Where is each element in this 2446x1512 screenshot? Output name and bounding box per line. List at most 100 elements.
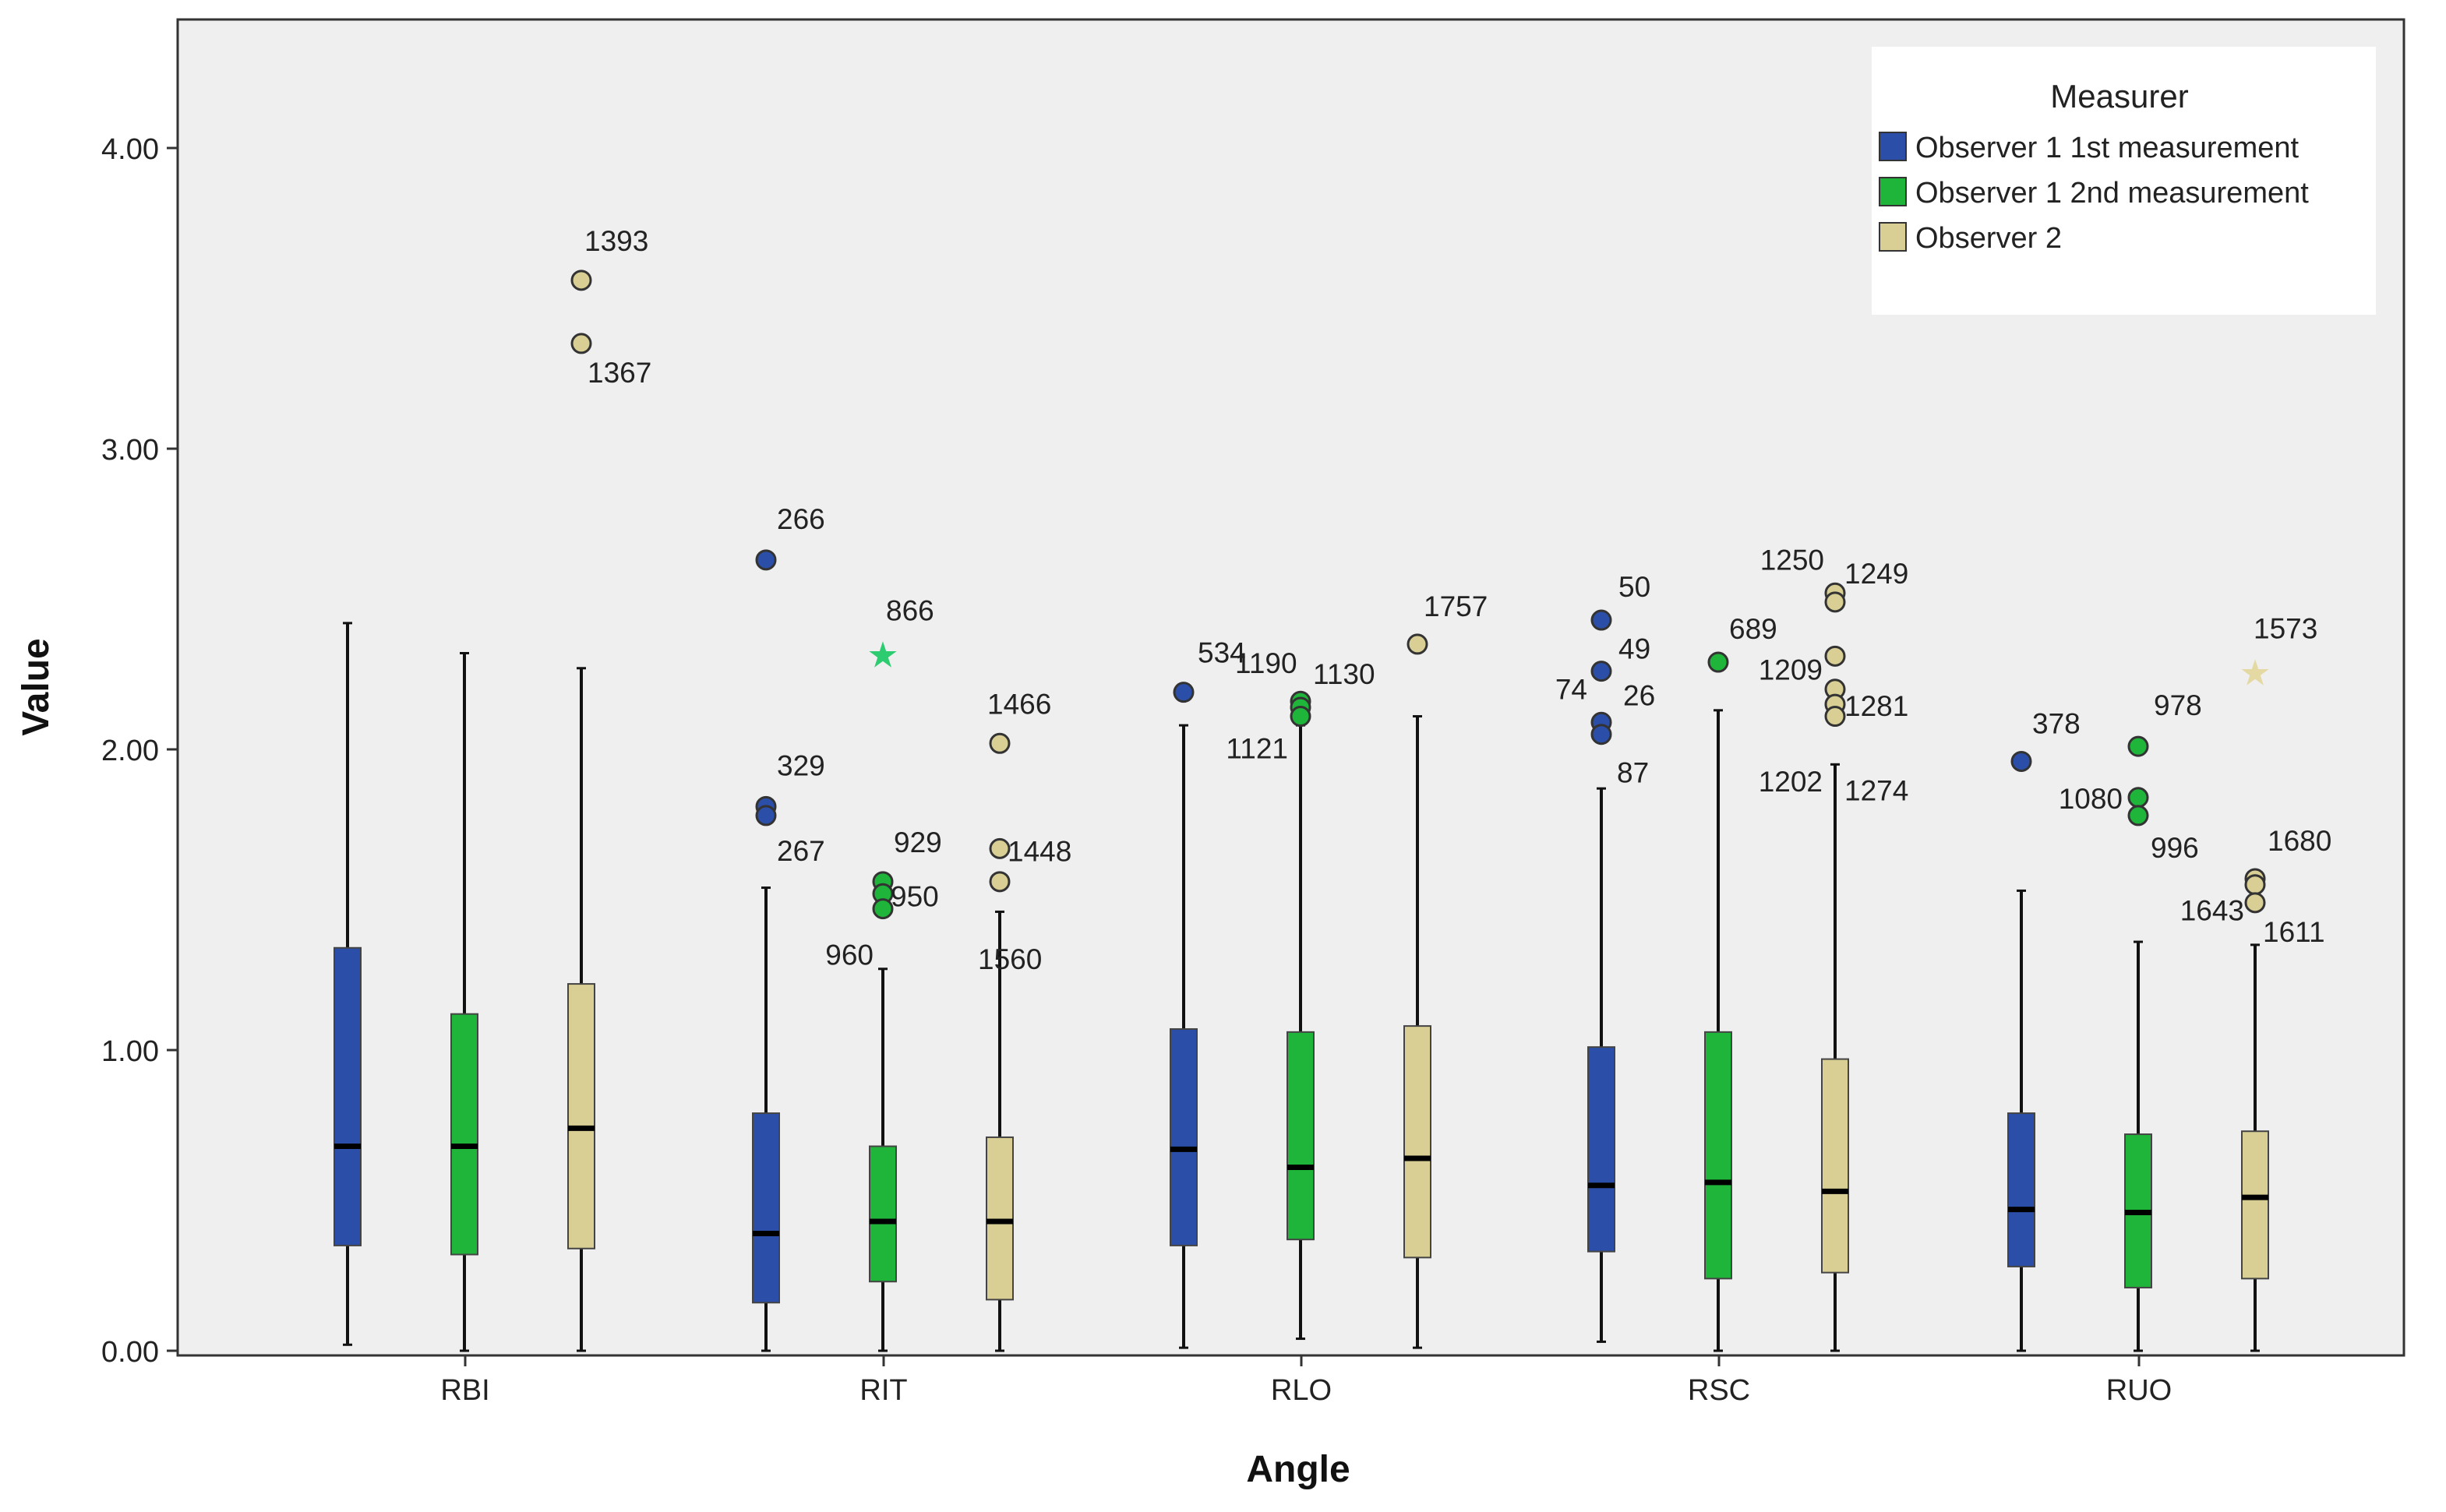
extreme-star: ★: [2239, 653, 2271, 693]
legend-entry-label: Observer 2: [1915, 222, 2062, 255]
box-rsc: [1704, 1031, 1732, 1280]
outlier-label: 267: [777, 835, 825, 867]
outlier-label: 378: [2032, 707, 2081, 739]
series-group: 1393 1367 1466 1448 1560 1757 1250 1249 1209 1281…: [567, 225, 2331, 1352]
outlier-point: [1590, 661, 1612, 682]
x-tick-label: RSC: [1688, 1374, 1750, 1407]
outlier-label: 1080: [2059, 783, 2123, 815]
outlier-point: [1590, 724, 1612, 745]
x-tick-label: RIT: [859, 1374, 907, 1407]
y-axis-label: Value: [16, 638, 57, 735]
outlier-label: 1757: [1424, 590, 1488, 622]
outlier-label: 1250: [1760, 544, 1824, 576]
outlier-label: 1190: [1235, 647, 1297, 679]
outlier-label: 1560: [978, 943, 1042, 975]
outlier-point: [989, 871, 1011, 893]
outlier-label: 1202: [1759, 766, 1823, 798]
outlier-point: [570, 270, 592, 291]
legend-box: [1872, 47, 2376, 315]
outlier-label: 26: [1623, 679, 1655, 711]
box-rlo: [1403, 1025, 1431, 1259]
outlier-label: 1448: [1008, 835, 1071, 867]
series-group: 266 329 267 534 50 49 26 87 74 378: [334, 503, 2081, 1352]
outlier-point: [1707, 651, 1729, 673]
legend: Measurer Observer 1 1st measurementObser…: [1872, 47, 2376, 315]
outlier-point: [1824, 706, 1846, 728]
legend-entry-label: Observer 1 1st measurement: [1915, 132, 2300, 164]
outlier-label: 929: [894, 826, 942, 858]
box-rlo: [1287, 1031, 1315, 1241]
outlier-label: 1367: [588, 357, 651, 389]
outlier-point: [1590, 609, 1612, 631]
outlier-point: [2244, 874, 2266, 896]
outlier-label: 960: [825, 939, 874, 971]
x-axis: RBI RIT RLO RSC RUO: [178, 1354, 2404, 1407]
outlier-point: [755, 549, 777, 571]
outlier-label: 1274: [1844, 775, 1908, 807]
outlier-label: 50: [1618, 571, 1650, 603]
outlier-point: [1824, 645, 1846, 667]
outlier-point: [1407, 633, 1428, 655]
outlier-label: 1466: [987, 688, 1051, 720]
box-rit: [986, 1136, 1014, 1301]
x-tick-label: RUO: [2106, 1374, 2172, 1407]
outlier-label: 1121: [1226, 733, 1288, 765]
box-rit: [869, 1145, 897, 1283]
outlier-label: 689: [1729, 613, 1777, 645]
legend-entries: Observer 1 1st measurement Observer 1 2nd…: [1879, 132, 2309, 255]
legend-entry-label: Observer 1 2nd measurement: [1915, 177, 2309, 210]
outlier-point: [570, 333, 592, 354]
outlier-label: 49: [1618, 633, 1650, 665]
box-ruo: [2007, 1112, 2035, 1267]
outlier-label: 1611: [2263, 916, 2325, 948]
box-rbi: [567, 983, 595, 1249]
outlier-label: 1130: [1313, 658, 1375, 690]
outlier-point: [2127, 805, 2149, 826]
series-group: 929 950 960 ★ 866 1190 1130 1121 689 978 1080 996: [450, 594, 2202, 1352]
outlier-label: 74: [1555, 673, 1587, 705]
box-rbi: [450, 1013, 478, 1256]
box-rit: [752, 1112, 780, 1304]
legend-swatch: [1879, 177, 1907, 206]
outlier-label: 1643: [2180, 895, 2244, 927]
box-rsc: [1587, 1046, 1615, 1253]
outlier-label: 266: [777, 503, 825, 535]
outlier-label: 1249: [1844, 558, 1908, 590]
box-rlo: [1170, 1027, 1198, 1246]
plot-marks: 266 329 267 534 50 49 26 87 74 378 929 950 960 ★ 866 11…: [334, 225, 2331, 1352]
outlier-point: [1824, 591, 1846, 613]
legend-swatch: [1879, 132, 1907, 161]
extreme-label: 866: [886, 594, 934, 626]
outlier-label: 1209: [1759, 654, 1823, 686]
extreme-star: ★: [867, 634, 898, 675]
outlier-point: [2010, 750, 2032, 772]
outlier-point: [2127, 735, 2149, 757]
box-rsc: [1821, 1058, 1849, 1274]
outlier-label: 996: [2151, 832, 2199, 864]
box-ruo: [2241, 1130, 2269, 1280]
outlier-point: [872, 898, 894, 920]
outlier-point: [2244, 892, 2266, 914]
outlier-label: 1393: [584, 225, 648, 257]
outlier-point: [989, 837, 1011, 859]
legend-swatch: [1879, 222, 1907, 252]
outlier-label: 978: [2154, 689, 2202, 721]
y-tick-label: 2.00: [101, 735, 159, 767]
y-tick-label: 4.00: [101, 133, 159, 166]
outlier-point: [1173, 682, 1195, 703]
outlier-label: 534: [1198, 637, 1246, 669]
outlier-label: 1281: [1844, 690, 1908, 722]
y-tick-label: 3.00: [101, 434, 159, 467]
outlier-point: [989, 732, 1011, 754]
outlier-label: 1680: [2268, 825, 2331, 857]
outlier-point: [2127, 787, 2149, 809]
y-axis: 0.00 1.00 2.00 3.00 4.00: [101, 19, 179, 1369]
legend-title: Measurer: [2050, 78, 2188, 115]
y-tick-label: 1.00: [101, 1035, 159, 1068]
box-rbi: [334, 946, 362, 1246]
outlier-point: [755, 805, 777, 826]
x-tick-label: RLO: [1271, 1374, 1332, 1407]
outlier-label: 329: [777, 749, 825, 781]
